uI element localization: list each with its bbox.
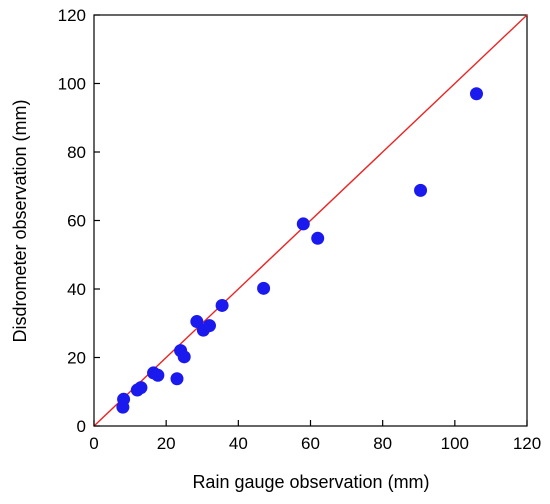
y-axis-ticks: 0 20 40 60 80 100 120 — [58, 6, 100, 436]
data-point — [151, 368, 165, 382]
y-axis-title: Disdrometer observation (mm) — [10, 99, 30, 342]
y-tick-label: 0 — [77, 417, 86, 436]
data-points — [116, 87, 483, 414]
one-to-one-line — [93, 14, 528, 427]
x-axis-ticks: 0 20 40 60 80 100 120 — [89, 420, 541, 453]
y-tick-label: 60 — [67, 212, 86, 231]
x-tick-label: 40 — [229, 434, 248, 453]
x-tick-label: 80 — [373, 434, 392, 453]
x-tick-label: 60 — [301, 434, 320, 453]
data-point — [311, 231, 325, 245]
x-tick-label: 0 — [89, 434, 98, 453]
data-point — [117, 392, 131, 406]
data-point — [202, 319, 216, 333]
y-tick-label: 80 — [67, 143, 86, 162]
data-point — [215, 298, 229, 312]
data-point — [134, 381, 148, 395]
y-tick-label: 100 — [58, 75, 86, 94]
x-axis-title: Rain gauge observation (mm) — [192, 472, 429, 492]
y-tick-label: 20 — [67, 349, 86, 368]
x-tick-label: 20 — [157, 434, 176, 453]
data-point — [469, 87, 483, 101]
data-point — [257, 281, 271, 295]
y-tick-label: 40 — [67, 280, 86, 299]
data-point — [177, 350, 191, 364]
data-point — [414, 183, 428, 197]
data-point — [170, 372, 184, 386]
x-tick-label: 100 — [441, 434, 469, 453]
reference-line-layer — [93, 14, 528, 427]
data-point — [296, 217, 310, 231]
y-tick-label: 120 — [58, 6, 86, 25]
x-tick-label: 120 — [513, 434, 541, 453]
